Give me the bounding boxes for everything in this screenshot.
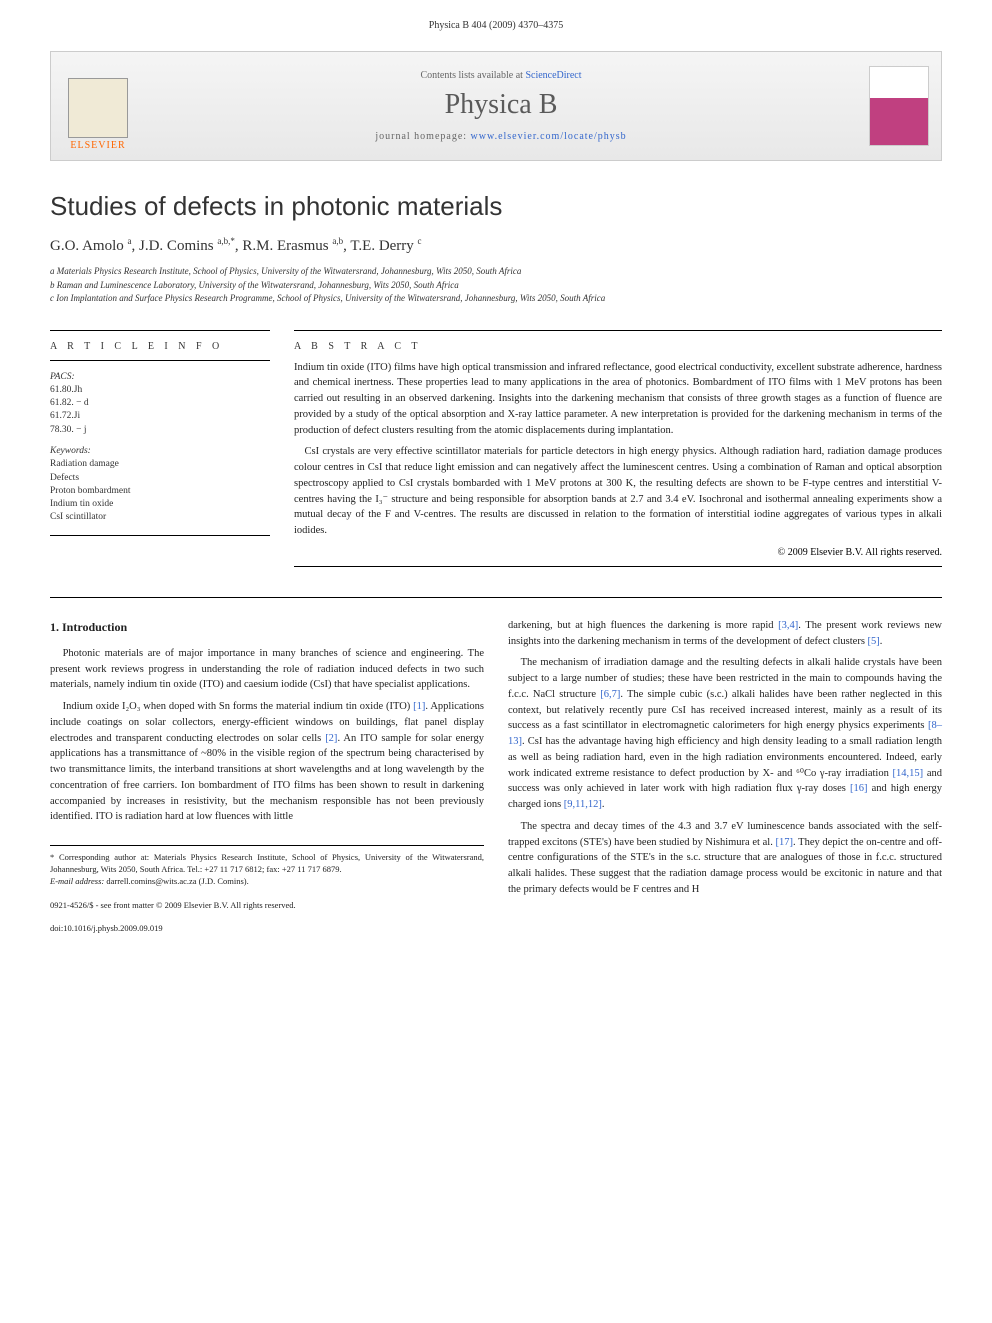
affiliation-b: b Raman and Luminescence Laboratory, Uni… [50,279,942,293]
homepage-link[interactable]: www.elsevier.com/locate/physb [471,131,627,142]
article-info-label: A R T I C L E I N F O [50,341,270,352]
running-header: Physica B 404 (2009) 4370–4375 [50,20,942,31]
publisher-name: ELSEVIER [70,140,125,151]
body-r-p2: The mechanism of irradiation damage and … [508,655,942,813]
keyword-3: Proton bombardment [50,485,270,498]
journal-title: Physica B [133,89,869,121]
email-line: E-mail address: darrell.comins@wits.ac.z… [50,876,484,888]
body-r-p1: darkening, but at high fluences the dark… [508,618,942,650]
pacs-3: 61.72.Ji [50,410,270,423]
article-title: Studies of defects in photonic materials [50,191,942,222]
authors: G.O. Amolo a, J.D. Comins a,b,*, R.M. Er… [50,236,942,255]
keyword-1: Radiation damage [50,458,270,471]
keywords-label: Keywords: [50,445,270,458]
body-columns: 1. Introduction Photonic materials are o… [50,618,942,934]
abstract-label: A B S T R A C T [294,341,942,352]
affiliation-c: c Ion Implantation and Surface Physics R… [50,292,942,306]
pacs-2: 61.82. − d [50,397,270,410]
journal-cover-icon [869,66,929,146]
corresponding-author: * Corresponding author at: Materials Phy… [50,852,484,876]
footer-issn: 0921-4526/$ - see front matter © 2009 El… [50,900,484,911]
email-label: E-mail address: [50,876,104,886]
abstract: A B S T R A C T Indium tin oxide (ITO) f… [294,326,942,577]
keyword-4: Indium tin oxide [50,498,270,511]
email-address: darrell.comins@wits.ac.za (J.D. Comins). [106,876,248,886]
body-col-right: darkening, but at high fluences the dark… [508,618,942,934]
pacs-4: 78.30. − j [50,424,270,437]
sciencedirect-link[interactable]: ScienceDirect [525,70,581,81]
elsevier-logo: ELSEVIER [63,61,133,151]
body-col-left: 1. Introduction Photonic materials are o… [50,618,484,934]
keyword-5: CsI scintillator [50,511,270,524]
elsevier-tree-icon [68,78,128,138]
abstract-p1: Indium tin oxide (ITO) films have high o… [294,360,942,439]
abstract-text: Indium tin oxide (ITO) films have high o… [294,360,942,539]
body-r-p3: The spectra and decay times of the 4.3 a… [508,819,942,898]
article-info: A R T I C L E I N F O PACS: 61.80.Jh 61.… [50,326,270,577]
footer-doi: doi:10.1016/j.physb.2009.09.019 [50,923,484,934]
banner-center: Contents lists available at ScienceDirec… [133,70,869,142]
abstract-p2: CsI crystals are very effective scintill… [294,444,942,539]
abstract-copyright: © 2009 Elsevier B.V. All rights reserved… [294,547,942,558]
pacs-label: PACS: [50,371,270,384]
pacs-1: 61.80.Jh [50,384,270,397]
journal-banner: ELSEVIER Contents lists available at Sci… [50,51,942,161]
section-heading-intro: 1. Introduction [50,618,484,636]
intro-p2: Indium oxide I₂O₃ when doped with Sn for… [50,699,484,825]
info-abstract-row: A R T I C L E I N F O PACS: 61.80.Jh 61.… [50,326,942,577]
pacs-block: PACS: 61.80.Jh 61.82. − d 61.72.Ji 78.30… [50,371,270,437]
intro-p1: Photonic materials are of major importan… [50,646,484,693]
affiliation-a: a Materials Physics Research Institute, … [50,265,942,279]
contents-line: Contents lists available at ScienceDirec… [133,70,869,81]
footnote-block: * Corresponding author at: Materials Phy… [50,845,484,888]
homepage-prefix: journal homepage: [375,131,470,142]
keyword-2: Defects [50,472,270,485]
contents-prefix: Contents lists available at [420,70,525,81]
affiliations: a Materials Physics Research Institute, … [50,265,942,306]
keywords-block: Keywords: Radiation damage Defects Proto… [50,445,270,525]
homepage-line: journal homepage: www.elsevier.com/locat… [133,131,869,142]
